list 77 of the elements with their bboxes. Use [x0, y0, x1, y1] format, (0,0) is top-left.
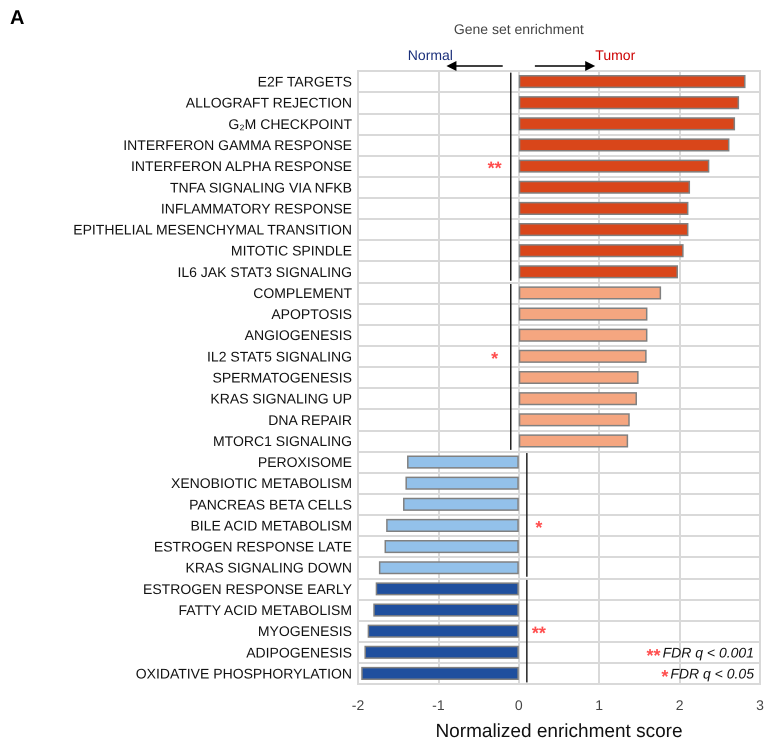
bar — [518, 244, 684, 258]
y-tick-label: TNFA SIGNALING VIA NFKB — [170, 179, 352, 196]
bar — [518, 265, 678, 278]
y-tick-label: ANGIOGENESIS — [244, 327, 352, 344]
y-tick-label: ALLOGRAFT REJECTION — [186, 94, 352, 111]
bar — [518, 350, 647, 363]
bar — [518, 75, 746, 88]
bar — [518, 138, 730, 152]
y-tick-label: E2F TARGETS — [258, 74, 352, 90]
bar — [368, 624, 519, 638]
bar — [518, 308, 648, 321]
text: A — [10, 7, 24, 29]
x-tick-label: 3 — [756, 697, 764, 713]
annotation: ** — [646, 645, 661, 666]
x-tick-label: 2 — [676, 697, 684, 713]
y-tick-label: SPERMATOGENESIS — [212, 370, 352, 386]
y-tick-label: APOPTOSIS — [271, 306, 352, 322]
x-tick-label: -1 — [432, 697, 445, 713]
bar — [384, 540, 519, 554]
bar — [518, 370, 639, 384]
bar — [376, 582, 519, 596]
bar — [407, 456, 519, 469]
y-tick-label: KRAS SIGNALING UP — [210, 390, 352, 407]
bar — [518, 222, 688, 236]
annotation: ** — [488, 158, 502, 178]
x-tick-label: 1 — [595, 697, 604, 713]
y-tick-label: EPITHELIAL MESENCHYMAL TRANSITION — [73, 222, 352, 238]
bar — [364, 646, 519, 659]
bar — [518, 117, 736, 130]
x-tick-label: 0 — [514, 697, 523, 713]
bar — [386, 518, 519, 532]
text: Normal — [408, 47, 453, 63]
y-tick-label: BILE ACID METABOLISM — [190, 517, 352, 534]
bar — [373, 603, 519, 617]
bar — [518, 392, 637, 406]
bar — [378, 561, 519, 574]
annotation: * — [491, 348, 498, 368]
y-tick-label: INTERFERON GAMMA RESPONSE — [123, 136, 352, 153]
y-tick-label: FATTY ACID METABOLISM — [178, 602, 352, 618]
y-tick-label: MYOGENESIS — [258, 623, 352, 640]
y-tick-label: MTORC1 SIGNALING — [213, 432, 352, 449]
bar — [361, 666, 519, 680]
y-tick-label: PANCREAS BETA CELLS — [189, 496, 352, 512]
y-tick-label: G₂M CHECKPOINT — [228, 116, 352, 132]
bar — [518, 434, 628, 448]
y-tick-label: COMPLEMENT — [253, 284, 352, 301]
y-tick-label: IL2 STAT5 SIGNALING — [207, 348, 352, 364]
y-tick-label: ESTROGEN RESPONSE EARLY — [142, 580, 353, 597]
y-tick-label: PEROXISOME — [258, 454, 352, 470]
bar — [518, 96, 740, 110]
y-tick-label: ESTROGEN RESPONSE LATE — [154, 538, 352, 555]
y-tick-label: INFLAMMATORY RESPONSE — [160, 200, 352, 216]
y-tick-label: IL6 JAK STAT3 SIGNALING — [177, 264, 352, 280]
annotation: FDR q < 0.001 — [662, 644, 754, 660]
annotation: * — [535, 517, 542, 538]
y-tick-label: INTERFERON ALPHA RESPONSE — [131, 158, 352, 174]
y-tick-label: ADIPOGENESIS — [246, 644, 352, 660]
bar — [518, 328, 648, 342]
bar — [405, 476, 519, 490]
bar — [518, 180, 690, 194]
x-axis-title: Normalized enrichment score — [435, 721, 683, 742]
text: Tumor — [595, 47, 636, 63]
y-tick-label: DNA REPAIR — [268, 412, 352, 428]
annotation: FDR q < 0.05 — [670, 665, 754, 682]
annotation: * — [661, 666, 668, 686]
annotation: ** — [532, 623, 546, 644]
bar — [518, 160, 710, 173]
bar — [518, 286, 662, 300]
chart-title: Gene set enrichment — [454, 21, 584, 37]
y-tick-label: XENOBIOTIC METABOLISM — [171, 475, 352, 492]
y-tick-label: OXIDATIVE PHOSPHORYLATION — [136, 665, 352, 682]
x-tick-label: -2 — [352, 697, 364, 713]
bar — [518, 202, 688, 215]
y-tick-label: KRAS SIGNALING DOWN — [186, 560, 352, 576]
y-tick-label: MITOTIC SPINDLE — [230, 242, 352, 259]
bar — [518, 413, 630, 426]
bar — [403, 498, 519, 511]
